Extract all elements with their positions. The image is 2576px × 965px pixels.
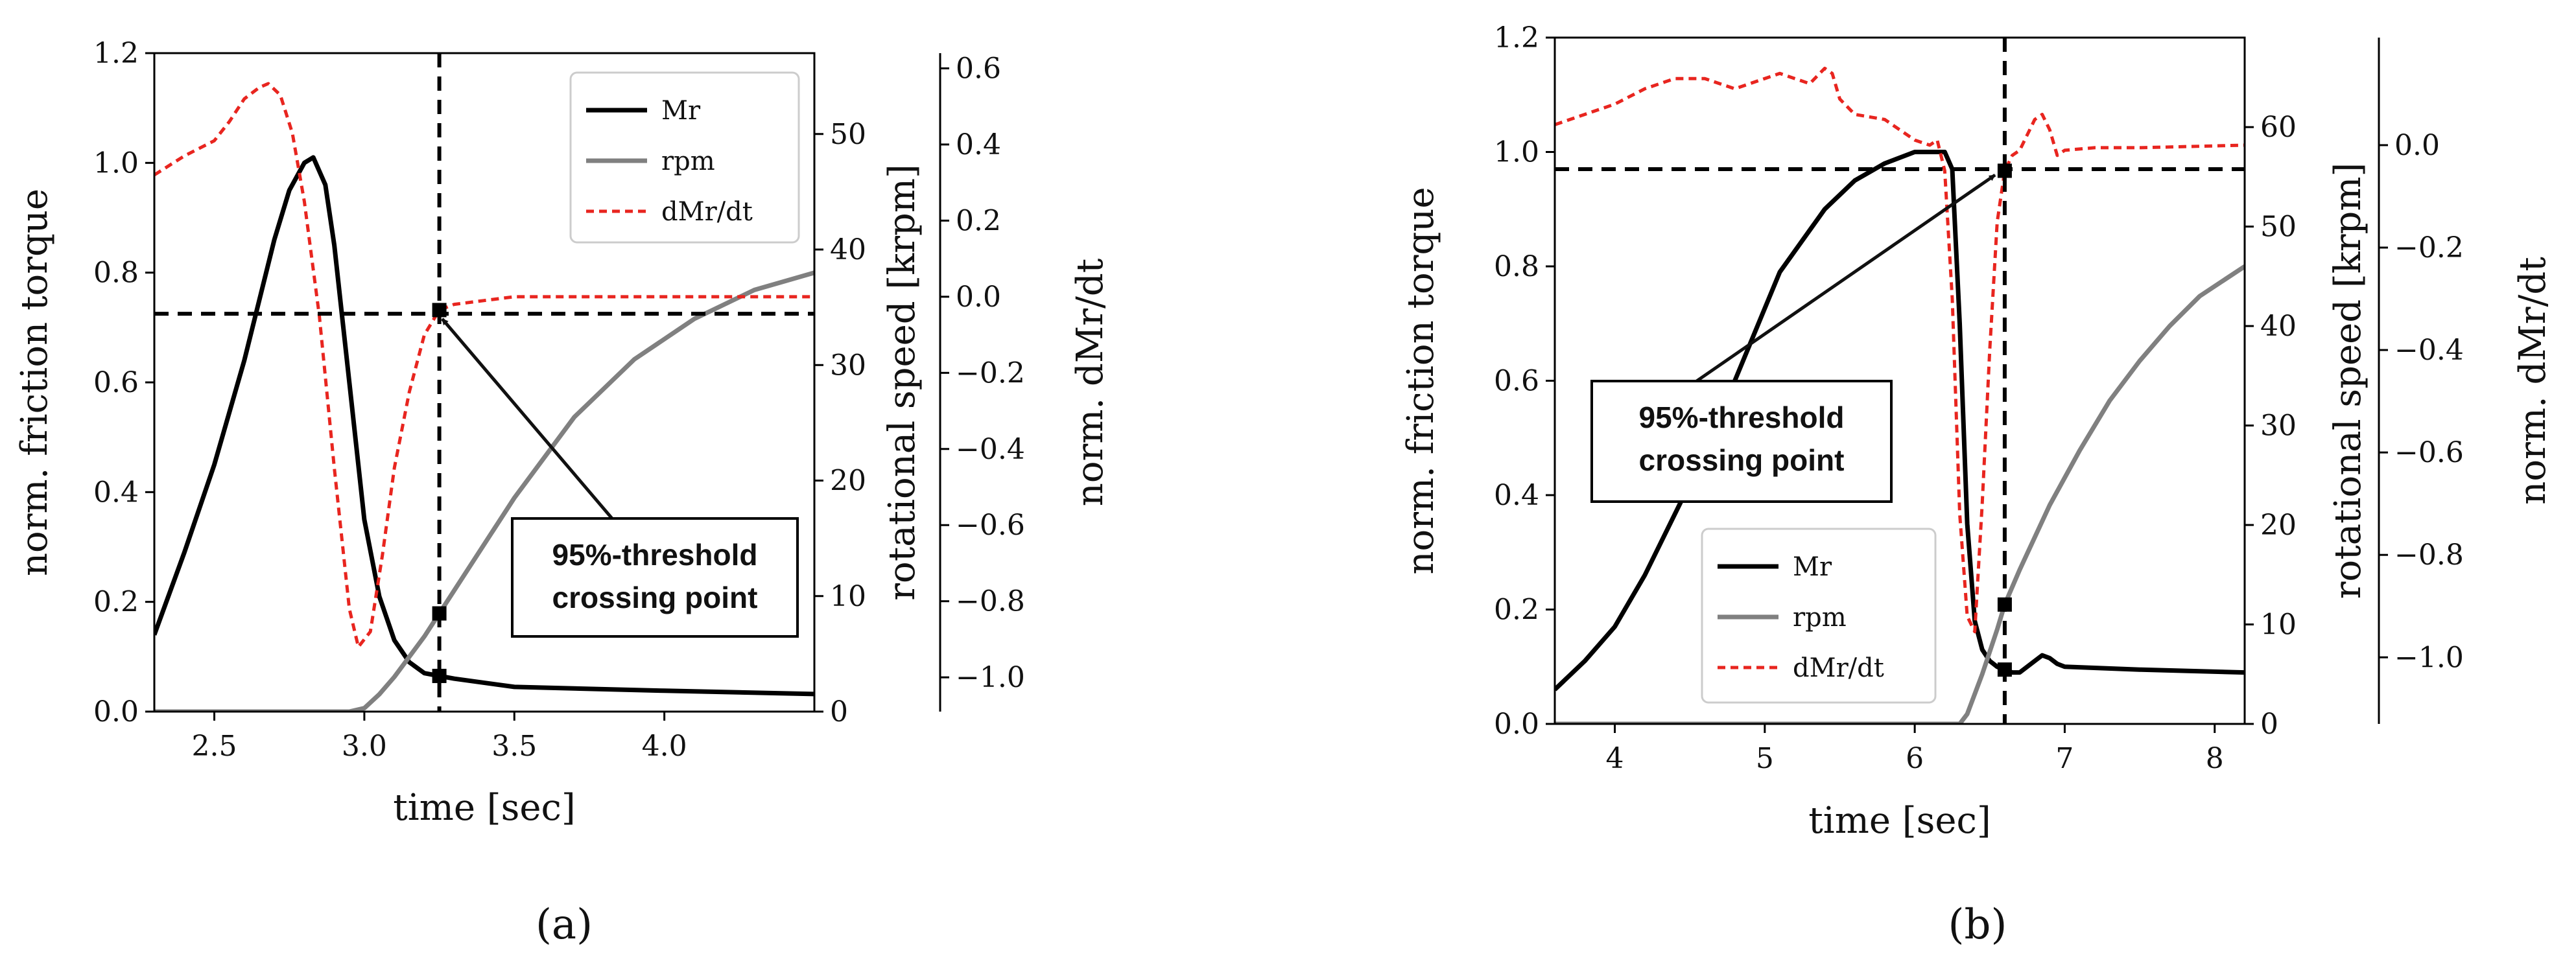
x-tick-label: 8 bbox=[2206, 742, 2224, 775]
chart-panel-a: 2.5 3.0 3.5 4.0 0.0 0.2 0.4 0.6 0.8 1.0 1.2 0 10 20 30… bbox=[14, 37, 1111, 949]
y-tick-label: 1.0 bbox=[1494, 136, 1539, 169]
y-right-tick-label: 30 bbox=[2260, 410, 2297, 443]
x-tick-label: 2.5 bbox=[192, 730, 237, 763]
y-right-tick-label: 50 bbox=[830, 118, 866, 151]
y-tick-label: 0.4 bbox=[1494, 479, 1539, 512]
y-right2-tick-label: −0.4 bbox=[956, 433, 1025, 466]
legend-entry-label: rpm bbox=[1793, 603, 1847, 633]
series-line-rpm bbox=[154, 270, 814, 712]
chart-panel-b: 4 5 6 7 8 0.0 0.2 0.4 0.6 0.8 1.0 1.2 0 10 20 30 40 50 60 0… bbox=[1400, 21, 2554, 949]
y-right-tick-label: 10 bbox=[2260, 609, 2297, 642]
series-line-dmrdt bbox=[1555, 66, 2245, 634]
series-line-rpm bbox=[1555, 264, 2245, 724]
annotation-frame bbox=[511, 517, 799, 638]
y-right2-tick-label: −0.4 bbox=[2394, 334, 2464, 367]
y-tick-label: 0.2 bbox=[1494, 594, 1539, 627]
crossing-marker bbox=[432, 668, 447, 683]
y-tick-label: 0.2 bbox=[93, 586, 139, 619]
y-right2-tick-label: −0.8 bbox=[956, 585, 1025, 618]
y-right-tick-label: 30 bbox=[830, 349, 866, 382]
y-axis-label: norm. friction torque bbox=[1400, 187, 1442, 574]
annotation-text-line1: 95%-threshold bbox=[1639, 401, 1845, 434]
x-tick-label: 6 bbox=[1906, 742, 1924, 775]
x-tick-label: 3.0 bbox=[342, 730, 387, 763]
x-tick-label: 5 bbox=[1756, 742, 1774, 775]
y-right-tick-label: 10 bbox=[830, 580, 866, 613]
legend-entry-label: rpm bbox=[661, 146, 715, 176]
legend: Mr rpm dMr/dt bbox=[569, 71, 800, 244]
y-right2-tick-label: −0.2 bbox=[2394, 231, 2464, 264]
y-right2-tick-label: 0.2 bbox=[956, 204, 1001, 237]
y-right2-axis-label: norm. dMr/dt bbox=[1069, 258, 1111, 506]
y-tick-label: 0.0 bbox=[1494, 708, 1539, 741]
y-tick-label: 1.2 bbox=[1494, 21, 1539, 54]
annotation-box: 95%-threshold crossing point bbox=[1590, 380, 1893, 503]
y-right2-tick-label: −1.0 bbox=[956, 661, 1025, 694]
panel-label: (b) bbox=[1948, 901, 2007, 949]
y-right2-tick-label: 0.0 bbox=[2394, 129, 2440, 162]
crossing-marker bbox=[1997, 662, 2012, 677]
y-right2-axis-label: norm. dMr/dt bbox=[2512, 257, 2554, 505]
y-tick-label: 0.8 bbox=[1494, 250, 1539, 283]
annotation-frame bbox=[1590, 380, 1893, 503]
annotation-box: 95%-threshold crossing point bbox=[511, 517, 799, 638]
y-tick-label: 0.8 bbox=[93, 257, 139, 290]
y-right2-tick-label: −0.8 bbox=[2394, 539, 2464, 572]
y-right-tick-label: 40 bbox=[830, 233, 866, 266]
y-right2-tick-label: −1.0 bbox=[2394, 641, 2464, 674]
y-right2-tick-label: 0.6 bbox=[956, 52, 1001, 85]
annotation-arrow bbox=[441, 318, 613, 520]
y-tick-label: 1.0 bbox=[93, 146, 139, 180]
y-right-tick-label: 20 bbox=[2260, 509, 2297, 542]
crossing-marker bbox=[1997, 597, 2012, 612]
series-line-dmrdt bbox=[154, 82, 814, 649]
x-axis-label: time [sec] bbox=[393, 787, 575, 829]
y-tick-label: 0.0 bbox=[93, 695, 139, 728]
crossing-marker bbox=[432, 303, 447, 318]
annotation-arrow bbox=[1696, 173, 1996, 383]
x-tick-label: 7 bbox=[2055, 742, 2074, 775]
y-right-tick-label: 0 bbox=[830, 695, 848, 728]
annotation-text-line2: crossing point bbox=[552, 581, 758, 614]
legend-entry-label: Mr bbox=[661, 96, 701, 126]
crossing-marker bbox=[1997, 163, 2012, 178]
legend-entry-label: Mr bbox=[1793, 552, 1832, 582]
y-right-tick-label: 20 bbox=[830, 465, 866, 498]
y-right-tick-label: 60 bbox=[2260, 111, 2297, 144]
legend: Mr rpm dMr/dt bbox=[1701, 528, 1937, 704]
annotation-text-line1: 95%-threshold bbox=[552, 538, 758, 572]
x-tick-label: 4 bbox=[1606, 742, 1624, 775]
panel-label: (a) bbox=[536, 901, 593, 949]
y-tick-label: 0.6 bbox=[93, 366, 139, 399]
y-right-axis-label: rotational speed [krpm] bbox=[881, 164, 923, 601]
crossing-marker bbox=[432, 606, 447, 621]
legend-box bbox=[1701, 528, 1937, 704]
legend-entry-label: dMr/dt bbox=[661, 197, 753, 227]
legend-entry-label: dMr/dt bbox=[1793, 653, 1884, 683]
y-right-axis-label: rotational speed [krpm] bbox=[2327, 163, 2369, 599]
y-right2-tick-label: −0.6 bbox=[2394, 436, 2464, 469]
y-tick-label: 0.4 bbox=[93, 476, 139, 509]
y-right2-tick-label: 0.0 bbox=[956, 281, 1001, 314]
y-tick-label: 0.6 bbox=[1494, 365, 1539, 398]
x-tick-label: 4.0 bbox=[642, 730, 687, 763]
y-right-tick-label: 0 bbox=[2260, 708, 2278, 741]
y-axis-label: norm. friction torque bbox=[14, 189, 56, 576]
y-right-tick-label: 50 bbox=[2260, 211, 2297, 244]
y-right2-tick-label: 0.4 bbox=[956, 128, 1001, 161]
y-right2-tick-label: −0.6 bbox=[956, 509, 1025, 542]
y-tick-label: 1.2 bbox=[93, 37, 139, 70]
x-axis-label: time [sec] bbox=[1808, 800, 1991, 842]
legend-box bbox=[569, 71, 800, 244]
series-line-mr bbox=[154, 155, 814, 697]
x-tick-label: 3.5 bbox=[491, 730, 537, 763]
annotation-text-line2: crossing point bbox=[1639, 443, 1845, 477]
y-right-tick-label: 40 bbox=[2260, 310, 2297, 343]
y-right2-tick-label: −0.2 bbox=[956, 356, 1025, 389]
